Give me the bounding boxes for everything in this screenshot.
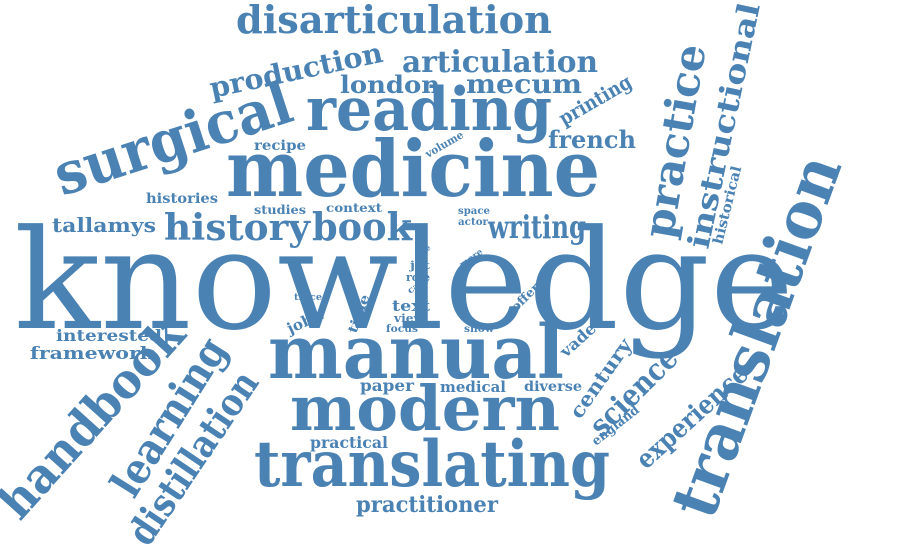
word-space: space [458, 206, 490, 217]
word-medical: medical [440, 378, 506, 396]
word-manual: manual [268, 310, 564, 396]
word-modern: modern [290, 372, 560, 445]
word-practical: practical [310, 433, 388, 452]
word-jat: jat [409, 259, 431, 272]
word-view: view [393, 312, 425, 325]
word-practitioner: practitioner [356, 492, 498, 518]
word-tallamys: tallamys [52, 213, 156, 237]
word-actor: actor [458, 217, 489, 228]
word-framework: framework [30, 344, 155, 364]
word-studies: studies [254, 203, 306, 217]
word-history: history [164, 207, 311, 249]
word-paper: paper [360, 376, 415, 395]
word-trace: trace [294, 293, 322, 303]
word-role: role [406, 271, 430, 284]
word-french: french [548, 125, 636, 154]
word-show: show [464, 324, 494, 335]
word-focus: focus [386, 324, 418, 335]
word-articulation: articulation [402, 45, 598, 80]
word-reading: reading [306, 75, 552, 145]
word-medicine: medicine [226, 124, 600, 215]
word-disarticulation: disarticulation [236, 0, 552, 42]
word-london: london [340, 70, 440, 99]
word-writing: writing [487, 208, 586, 246]
word-recipe: recipe [254, 138, 306, 154]
word-context: context [326, 201, 382, 215]
word-interested: interested [56, 326, 162, 345]
word-book: book [312, 204, 413, 249]
word-histories: histories [146, 191, 218, 207]
word-diverse: diverse [524, 379, 582, 395]
word-knowledge: knowledge [14, 200, 794, 361]
word-translating: translating [254, 427, 610, 502]
word-text: text [392, 297, 430, 315]
word-mecum: mecum [466, 70, 582, 100]
